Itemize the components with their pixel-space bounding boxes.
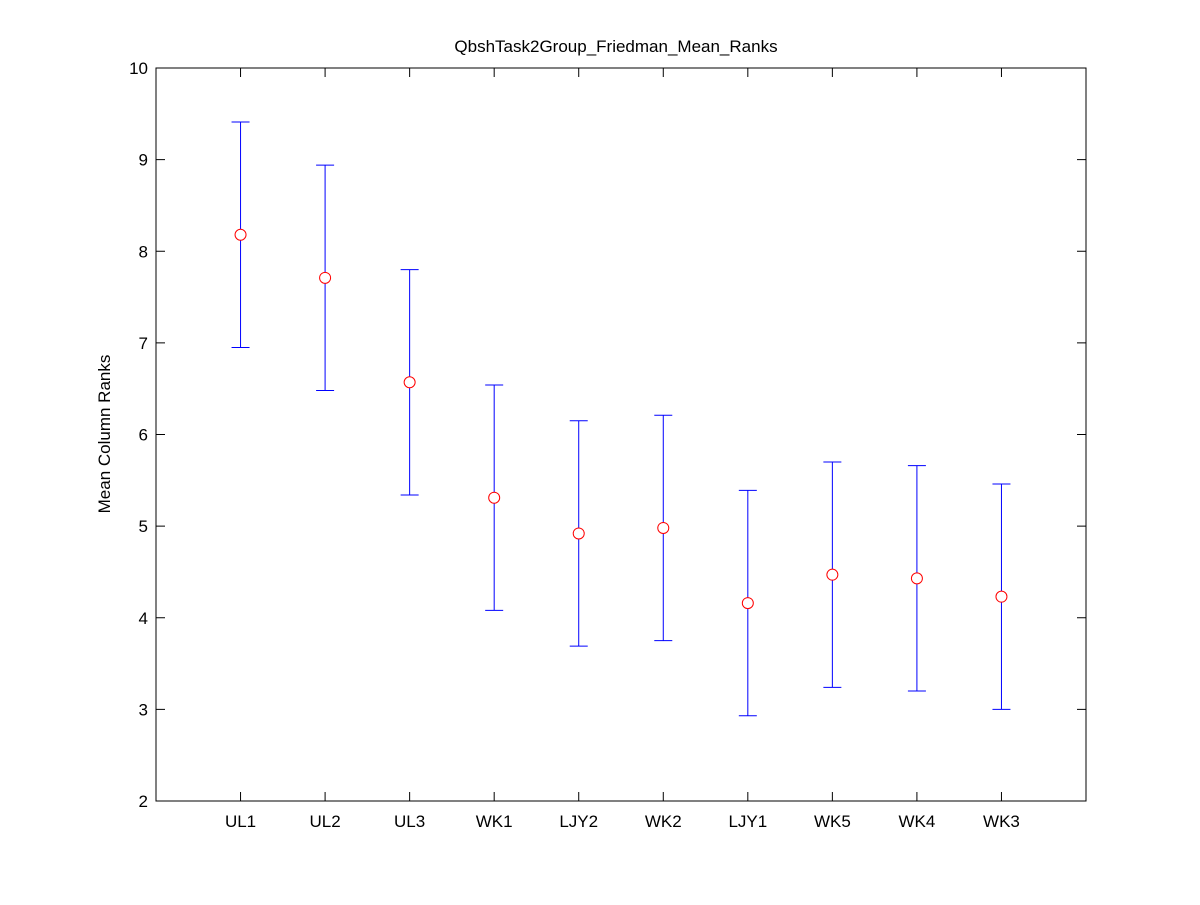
mean-marker bbox=[234, 228, 247, 241]
error-bar-wk5 bbox=[823, 461, 842, 688]
mean-marker bbox=[657, 521, 670, 534]
mean-marker bbox=[319, 271, 332, 284]
y-tick-label: 5 bbox=[139, 517, 148, 536]
chart-title: QbshTask2Group_Friedman_Mean_Ranks bbox=[454, 37, 777, 56]
mean-marker bbox=[995, 590, 1008, 603]
y-tick-label: 10 bbox=[129, 59, 148, 78]
x-tick-label: LJY1 bbox=[728, 812, 767, 831]
mean-marker bbox=[910, 572, 923, 585]
x-tick-label: WK2 bbox=[645, 812, 682, 831]
x-tick-label: WK5 bbox=[814, 812, 851, 831]
x-tick-label: UL1 bbox=[225, 812, 256, 831]
error-bars bbox=[231, 121, 1011, 717]
error-bar-ul3 bbox=[400, 269, 419, 496]
mean-marker bbox=[741, 597, 754, 610]
y-tick-label: 4 bbox=[139, 609, 148, 628]
y-tick-label: 7 bbox=[139, 334, 148, 353]
x-tick-label: UL2 bbox=[309, 812, 340, 831]
error-bar-wk1 bbox=[485, 384, 504, 611]
x-tick-label: LJY2 bbox=[559, 812, 598, 831]
y-tick-label: 9 bbox=[139, 151, 148, 170]
y-axis-label: Mean Column Ranks bbox=[95, 355, 114, 514]
mean-marker bbox=[488, 491, 501, 504]
x-tick-label: WK1 bbox=[476, 812, 513, 831]
error-bar-wk3 bbox=[992, 483, 1011, 710]
error-bar-ljy1 bbox=[738, 489, 757, 717]
x-tick-label: WK3 bbox=[983, 812, 1020, 831]
x-tick-label: UL3 bbox=[394, 812, 425, 831]
axis-ticks: 2 3 4 5 6 7 8 9 10 UL1 UL2 UL3 WK1 LJY2 WK2 LJY1 WK5 WK4 W… bbox=[129, 59, 1086, 831]
mean-marker bbox=[826, 568, 839, 581]
error-bar-wk4 bbox=[907, 465, 926, 692]
error-bar-ljy2 bbox=[569, 420, 588, 647]
mean-marker bbox=[403, 376, 416, 389]
error-bar-wk2 bbox=[654, 414, 673, 642]
error-bar-ul2 bbox=[316, 164, 335, 392]
axes-box bbox=[155, 67, 1087, 802]
y-tick-label: 8 bbox=[139, 242, 148, 261]
mean-marker bbox=[572, 527, 585, 540]
y-tick-label: 6 bbox=[139, 426, 148, 445]
error-bar-ul1 bbox=[231, 121, 250, 348]
y-tick-label: 2 bbox=[139, 792, 148, 811]
x-tick-label: WK4 bbox=[898, 812, 935, 831]
y-tick-label: 3 bbox=[139, 700, 148, 719]
